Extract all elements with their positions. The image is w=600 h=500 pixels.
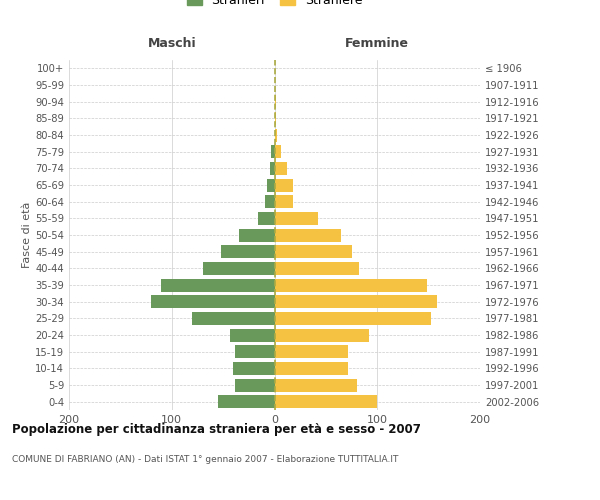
Bar	[275, 312, 431, 325]
Bar	[275, 362, 349, 375]
Bar	[275, 378, 356, 392]
Bar	[193, 312, 275, 325]
Bar	[151, 295, 275, 308]
Bar	[239, 228, 275, 241]
Bar	[275, 178, 293, 192]
Bar	[258, 212, 275, 225]
Bar	[235, 378, 275, 392]
Bar	[275, 262, 359, 275]
Bar	[275, 345, 349, 358]
Bar	[268, 178, 275, 192]
Bar	[203, 262, 275, 275]
Bar	[161, 278, 275, 291]
Bar	[221, 245, 275, 258]
Text: Femmine: Femmine	[345, 37, 409, 50]
Bar	[271, 145, 275, 158]
Bar	[265, 195, 275, 208]
Bar	[275, 162, 287, 175]
Bar	[235, 345, 275, 358]
Bar	[271, 162, 275, 175]
Bar	[275, 295, 437, 308]
Bar	[275, 245, 352, 258]
Text: Popolazione per cittadinanza straniera per età e sesso - 2007: Popolazione per cittadinanza straniera p…	[12, 422, 421, 436]
Bar	[275, 145, 281, 158]
Bar	[233, 362, 275, 375]
Bar	[230, 328, 275, 342]
Legend: Stranieri, Straniere: Stranieri, Straniere	[182, 0, 367, 12]
Text: COMUNE DI FABRIANO (AN) - Dati ISTAT 1° gennaio 2007 - Elaborazione TUTTITALIA.I: COMUNE DI FABRIANO (AN) - Dati ISTAT 1° …	[12, 455, 398, 464]
Bar	[275, 278, 427, 291]
Bar	[275, 328, 369, 342]
Bar	[218, 395, 275, 408]
Text: Maschi: Maschi	[148, 37, 196, 50]
Bar	[275, 195, 293, 208]
Y-axis label: Fasce di età: Fasce di età	[22, 202, 32, 268]
Bar	[275, 128, 277, 141]
Bar	[275, 212, 317, 225]
Bar	[275, 395, 377, 408]
Bar	[275, 228, 341, 241]
